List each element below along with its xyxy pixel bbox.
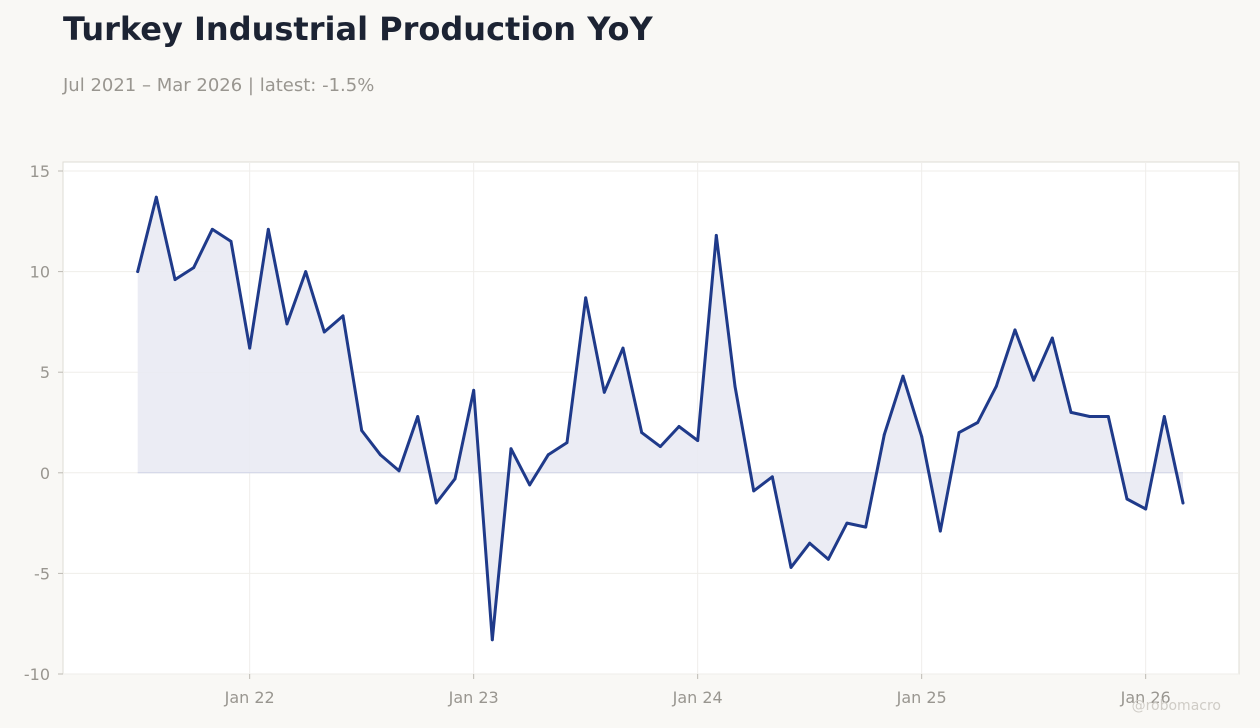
data-point xyxy=(453,477,457,481)
data-point xyxy=(1088,415,1092,418)
data-point xyxy=(584,296,588,300)
data-point xyxy=(994,384,998,388)
data-point xyxy=(733,384,737,388)
x-tick-label: Jan 24 xyxy=(672,688,723,707)
data-point xyxy=(1069,411,1073,414)
data-point xyxy=(154,195,158,199)
data-point xyxy=(490,638,494,642)
x-tick-label: Jan 22 xyxy=(224,688,275,707)
x-axis-ticks: Jan 22 Jan 23 Jan 24 Jan 25 Jan 26 xyxy=(224,674,1171,707)
data-point xyxy=(173,278,177,281)
chart-subtitle: Jul 2021 – Mar 2026 | latest: -1.5% xyxy=(63,75,375,96)
data-point xyxy=(1106,415,1110,418)
chart-title: Turkey Industrial Production YoY xyxy=(63,10,653,48)
data-point xyxy=(378,453,382,457)
data-point xyxy=(136,270,140,273)
data-point xyxy=(192,266,196,269)
data-point xyxy=(322,330,326,334)
data-point xyxy=(397,469,401,473)
data-point xyxy=(472,388,476,392)
y-tick-label: -5 xyxy=(34,564,50,583)
data-point xyxy=(248,346,252,350)
area-fill xyxy=(137,197,1184,640)
x-tick-label: Jan 26 xyxy=(1120,688,1171,707)
data-point xyxy=(602,390,606,394)
data-point xyxy=(696,439,700,442)
area-layer xyxy=(137,197,1184,640)
data-point xyxy=(341,314,345,318)
data-point xyxy=(808,541,812,545)
data-point xyxy=(920,435,924,438)
data-point xyxy=(1125,497,1129,501)
y-tick-label: -10 xyxy=(24,665,50,684)
data-point xyxy=(266,227,270,231)
data-point xyxy=(1181,501,1185,505)
data-point xyxy=(1013,328,1017,332)
y-tick-label: 10 xyxy=(30,263,50,282)
y-tick-label: 0 xyxy=(40,464,50,483)
data-point xyxy=(677,425,681,428)
data-point xyxy=(864,525,868,529)
watermark: @robomacro xyxy=(1132,698,1221,714)
data-point xyxy=(210,227,214,231)
data-point xyxy=(845,521,849,525)
data-point xyxy=(1050,336,1054,340)
y-tick-label: 5 xyxy=(40,363,50,382)
data-point xyxy=(621,346,625,350)
data-point xyxy=(528,483,532,487)
y-tick-label: 15 xyxy=(30,162,50,181)
data-point xyxy=(770,475,774,479)
data-point xyxy=(360,429,364,432)
data-point xyxy=(957,431,961,434)
data-point xyxy=(1162,415,1166,418)
y-axis-ticks: -10 -5 0 5 10 15 xyxy=(24,162,63,684)
data-point xyxy=(752,489,756,493)
data-point xyxy=(789,566,793,569)
data-point xyxy=(416,415,420,418)
data-point xyxy=(509,447,513,451)
data-point xyxy=(1144,507,1148,511)
data-point xyxy=(901,374,905,378)
points-layer xyxy=(136,195,1185,642)
data-point xyxy=(882,433,886,436)
data-point xyxy=(565,441,569,444)
data-point xyxy=(1032,378,1036,382)
data-point xyxy=(938,529,942,533)
x-tick-label: Jan 25 xyxy=(896,688,947,707)
data-point xyxy=(658,445,662,448)
data-point xyxy=(546,453,550,457)
data-point xyxy=(285,322,289,326)
data-point xyxy=(304,270,308,273)
data-point xyxy=(434,501,438,505)
data-point xyxy=(714,234,718,237)
x-tick-label: Jan 23 xyxy=(448,688,499,707)
data-point xyxy=(640,431,644,434)
data-point xyxy=(976,421,980,424)
data-point xyxy=(229,240,233,243)
data-point xyxy=(826,557,830,561)
